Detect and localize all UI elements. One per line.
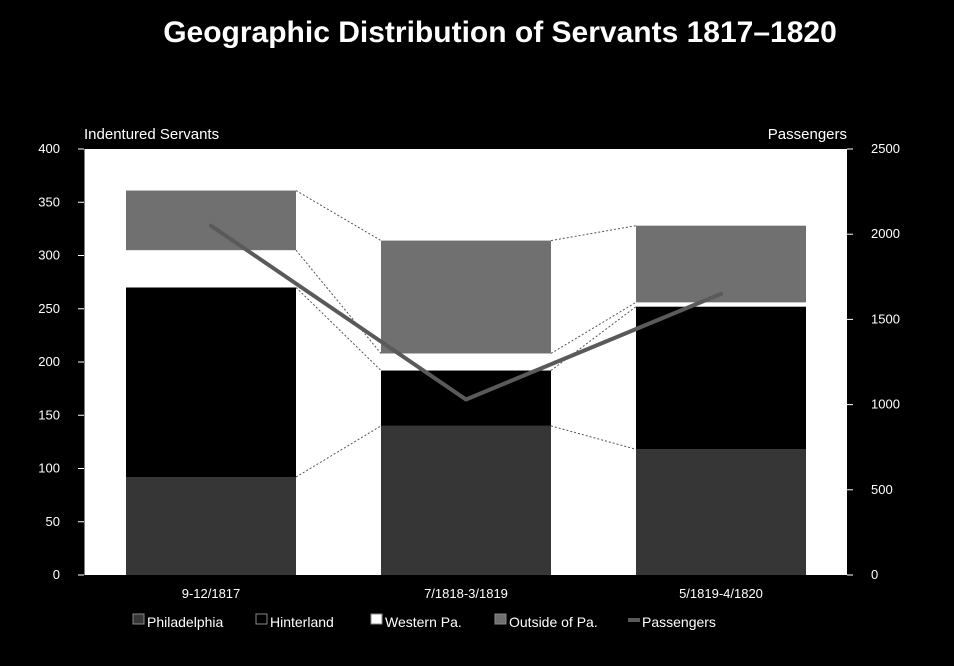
connector-lines-group <box>295 190 637 478</box>
bar-outside-of-pa-3 <box>636 225 806 303</box>
left-tick-label: 100 <box>38 461 60 476</box>
bars-group <box>126 190 806 575</box>
passengers-point <box>209 223 213 228</box>
legend-swatch-philadelphia <box>132 613 145 625</box>
connector-line <box>550 301 637 354</box>
left-tick-label: 350 <box>38 194 60 209</box>
ticks-group: 0 50 100 150 200 250 300 350 400 0 500 1000 1500 2000… <box>38 141 900 601</box>
connector-line <box>550 425 637 450</box>
bar-philadelphia-2 <box>381 425 551 575</box>
category-label: 5/1819-4/1820 <box>679 586 763 601</box>
legend-swatch-western-pa <box>370 613 383 625</box>
left-tick-label: 150 <box>38 407 60 422</box>
left-tick-label: 0 <box>53 567 60 582</box>
right-tick-label: 0 <box>871 567 878 582</box>
left-axis-title: Indentured Servants <box>84 126 219 143</box>
category-label: 7/1818-3/1819 <box>424 586 508 601</box>
legend-label-western-pa: Western Pa. <box>385 614 462 630</box>
right-tick-label: 1500 <box>871 311 900 326</box>
right-axis-title: Passengers <box>768 126 847 143</box>
right-tick-label: 1000 <box>871 397 900 412</box>
bar-hinterland-1 <box>126 287 296 478</box>
passengers-point <box>464 397 468 402</box>
left-tick-label: 50 <box>46 514 60 529</box>
right-tick-label: 2500 <box>871 141 900 156</box>
legend-label-philadelphia: Philadelphia <box>147 614 223 630</box>
bar-western-pa-3 <box>636 302 806 307</box>
connector-line <box>295 425 382 478</box>
passengers-line-group <box>209 223 723 402</box>
connector-line <box>295 190 382 242</box>
left-tick-label: 200 <box>38 354 60 369</box>
bar-hinterland-3 <box>636 306 806 450</box>
bar-philadelphia-1 <box>126 477 296 575</box>
legend: Philadelphia Hinterland Western Pa. Outside… <box>132 613 716 630</box>
left-tick-label: 400 <box>38 141 60 156</box>
right-tick-label: 500 <box>871 482 893 497</box>
left-tick-label: 300 <box>38 248 60 263</box>
category-label: 9-12/1817 <box>182 586 241 601</box>
bar-western-pa-2 <box>381 353 551 371</box>
legend-swatch-hinterland <box>255 613 268 625</box>
bar-outside-of-pa-2 <box>381 240 551 354</box>
legend-label-hinterland: Hinterland <box>270 614 334 630</box>
legend-label-passengers: Passengers <box>642 614 716 630</box>
left-tick-label: 250 <box>38 301 60 316</box>
bar-western-pa-1 <box>126 250 296 288</box>
legend-swatch-passengers <box>628 618 640 622</box>
legend-label-outside-of-pa: Outside of Pa. <box>509 614 598 630</box>
bar-outside-of-pa-1 <box>126 190 296 251</box>
right-tick-label: 2000 <box>871 226 900 241</box>
bar-philadelphia-3 <box>636 449 806 575</box>
passengers-point <box>719 291 723 296</box>
chart-title: Geographic Distribution of Servants 1817… <box>163 16 837 49</box>
legend-swatch-outside-of-pa <box>494 613 507 625</box>
